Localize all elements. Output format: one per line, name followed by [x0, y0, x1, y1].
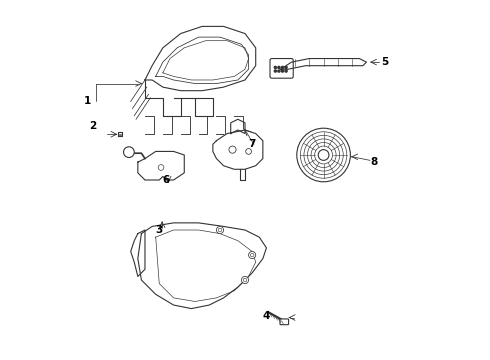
Circle shape	[229, 146, 236, 153]
Circle shape	[285, 66, 287, 68]
Text: 6: 6	[163, 175, 170, 185]
Text: 7: 7	[248, 139, 256, 149]
Polygon shape	[281, 59, 367, 69]
Circle shape	[243, 278, 247, 282]
Circle shape	[242, 276, 248, 284]
Polygon shape	[138, 223, 267, 309]
Circle shape	[318, 150, 329, 160]
Circle shape	[274, 70, 276, 72]
FancyBboxPatch shape	[270, 59, 293, 78]
Text: 1: 1	[84, 96, 92, 107]
Circle shape	[218, 228, 222, 232]
Circle shape	[158, 165, 164, 170]
Circle shape	[274, 66, 276, 68]
Circle shape	[123, 147, 134, 157]
Circle shape	[281, 66, 284, 68]
Text: 5: 5	[381, 57, 388, 67]
Text: 4: 4	[263, 311, 270, 321]
Circle shape	[245, 149, 251, 154]
Circle shape	[285, 70, 287, 72]
Polygon shape	[213, 130, 263, 169]
FancyBboxPatch shape	[280, 319, 289, 325]
Circle shape	[217, 226, 223, 234]
Polygon shape	[131, 230, 145, 276]
Circle shape	[278, 66, 280, 68]
Circle shape	[248, 251, 256, 258]
Circle shape	[278, 70, 280, 72]
Text: 3: 3	[156, 225, 163, 235]
Circle shape	[297, 128, 350, 182]
Polygon shape	[138, 152, 184, 180]
Text: 8: 8	[370, 157, 377, 167]
Text: 2: 2	[90, 121, 97, 131]
Circle shape	[281, 70, 284, 72]
Circle shape	[250, 253, 254, 257]
